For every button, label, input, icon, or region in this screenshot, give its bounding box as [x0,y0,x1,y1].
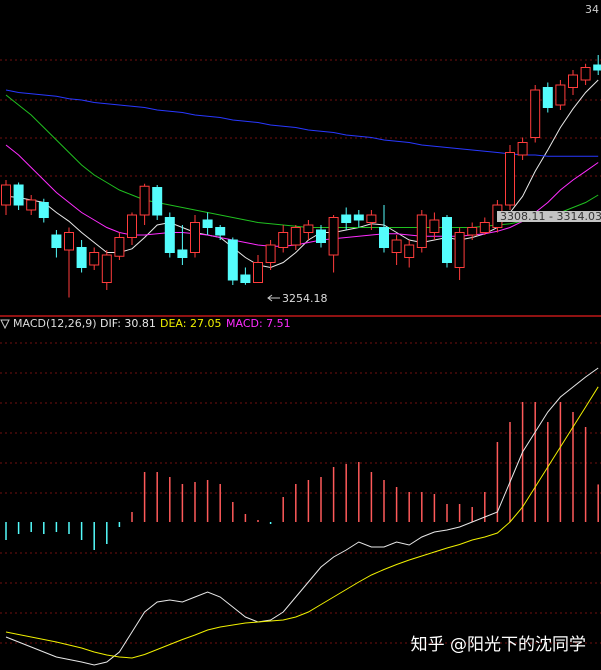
range-label: 3308.11 - 3314.03 [500,210,601,223]
candle-body [265,244,276,263]
candle-body [202,219,213,228]
candle-body [290,227,301,246]
candle-body [190,222,200,253]
candle-body [13,184,24,206]
legend-item: DIF: 30.81 [100,317,156,330]
indicator-line [5,367,599,666]
indicator-line [5,386,599,659]
candle-body [353,214,364,221]
indicator-line [5,144,599,247]
candle-body [454,232,465,268]
candle-body [416,214,427,248]
candle-body [316,229,326,243]
candle-body [442,217,452,263]
low-arrow-head [267,294,273,302]
candle-body [379,227,389,248]
candle-body [127,214,137,238]
candle-body [26,199,37,211]
candle-body [580,67,591,81]
indicator-line [5,89,599,157]
candle-body [164,217,175,253]
candle-body [467,227,478,236]
candle-body [391,239,402,253]
candle-body [303,224,314,233]
candle-body [114,237,125,257]
candle-body [479,222,490,233]
candle-body [89,252,100,266]
candle-body [568,74,578,88]
candle-body [76,247,87,268]
candle-body [404,244,415,258]
candle-body [328,217,339,256]
candle-body [139,185,150,216]
candle-body [38,202,49,218]
candle-body [227,239,238,281]
candle-body [101,254,112,283]
candle-body [64,232,74,251]
grid-pattern [0,59,601,644]
candle-body [51,234,62,248]
candle-body [593,64,601,71]
candle-body [542,87,553,108]
watermark: 知乎 @阳光下的沈同学 [411,635,586,655]
candle-body [1,184,11,206]
candle-body [240,274,251,283]
candle-body [429,219,440,233]
candle-body [253,262,263,283]
candle-body [505,152,515,206]
collapse-icon[interactable] [0,319,10,330]
candle-body [517,142,528,156]
legend-item: MACD: 7.51 [226,317,291,330]
candle-body [215,227,226,236]
candle-body [366,214,377,223]
low-label: 3254.18 [282,292,328,305]
candle-body [278,232,289,248]
candle-body [341,214,352,223]
candle-body [530,89,541,138]
candle-body [555,84,566,106]
candle-body [152,187,163,216]
macd-title: MACD(12,26,9) [13,317,97,330]
corner-label: 34 [585,3,599,16]
legend-item: DEA: 27.05 [160,317,221,330]
plot [1,55,601,666]
range-label-bg [497,211,601,222]
candle-body [177,249,188,258]
